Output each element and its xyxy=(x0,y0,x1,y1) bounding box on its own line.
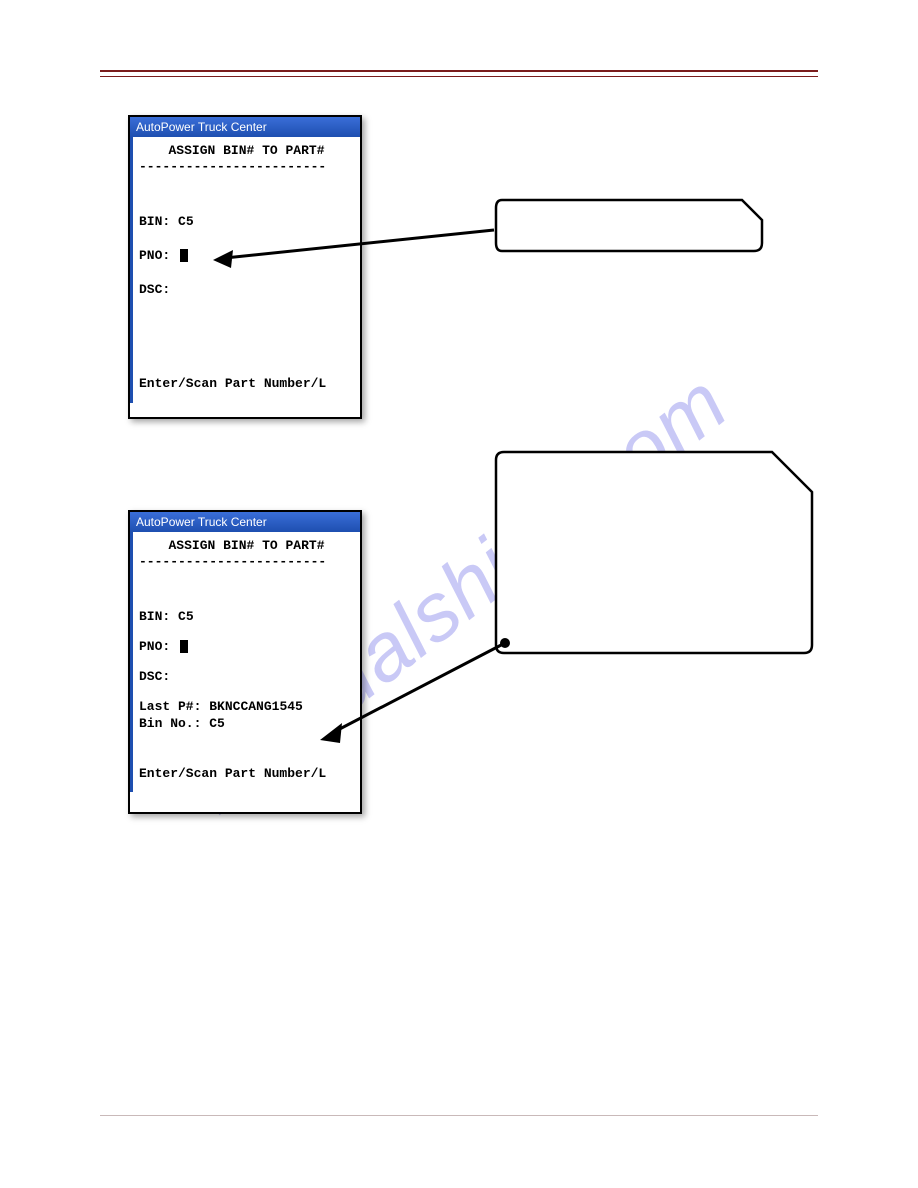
terminal-body: ASSIGN BIN# TO PART# -------------------… xyxy=(130,532,360,792)
text-cursor[interactable] xyxy=(180,640,188,653)
last-p-value: BKNCCANG1545 xyxy=(209,699,303,714)
bin-label: BIN: xyxy=(139,214,170,229)
heading-divider: ------------------------ xyxy=(139,554,354,570)
header-rule xyxy=(100,70,818,77)
terminal-window-1: AutoPower Truck Center ASSIGN BIN# TO PA… xyxy=(128,115,362,419)
prompt-row: Enter/Scan Part Number/L xyxy=(139,766,354,782)
binno-row: Bin No.: C5 xyxy=(139,716,354,732)
screen-heading: ASSIGN BIN# TO PART# xyxy=(139,143,354,159)
terminal-window-2: AutoPower Truck Center ASSIGN BIN# TO PA… xyxy=(128,510,362,814)
screen-heading: ASSIGN BIN# TO PART# xyxy=(139,538,354,554)
prompt-row: Enter/Scan Part Number/L xyxy=(139,376,354,392)
text-cursor[interactable] xyxy=(180,249,188,262)
pno-label: PNO: xyxy=(139,639,170,654)
footer-rule xyxy=(100,1115,818,1116)
callout-box-1 xyxy=(494,198,764,253)
bin-value: C5 xyxy=(178,609,194,624)
pno-row: PNO: xyxy=(139,248,354,264)
heading-divider: ------------------------ xyxy=(139,159,354,175)
binno-label: Bin No.: xyxy=(139,716,201,731)
window-titlebar: AutoPower Truck Center xyxy=(130,512,360,532)
binno-value: C5 xyxy=(209,716,225,731)
pno-label: PNO: xyxy=(139,248,170,263)
callout-box-2 xyxy=(494,450,814,655)
window-titlebar: AutoPower Truck Center xyxy=(130,117,360,137)
pno-row: PNO: xyxy=(139,639,354,655)
dsc-label: DSC: xyxy=(139,669,170,684)
dsc-label: DSC: xyxy=(139,282,170,297)
bin-row: BIN: C5 xyxy=(139,214,354,230)
page-content xyxy=(100,70,818,107)
bin-row: BIN: C5 xyxy=(139,609,354,625)
bin-label: BIN: xyxy=(139,609,170,624)
dsc-row: DSC: xyxy=(139,282,354,298)
bin-value: C5 xyxy=(178,214,194,229)
terminal-body: ASSIGN BIN# TO PART# -------------------… xyxy=(130,137,360,403)
dsc-row: DSC: xyxy=(139,669,354,685)
last-p-row: Last P#: BKNCCANG1545 xyxy=(139,699,354,715)
last-p-label: Last P#: xyxy=(139,699,201,714)
